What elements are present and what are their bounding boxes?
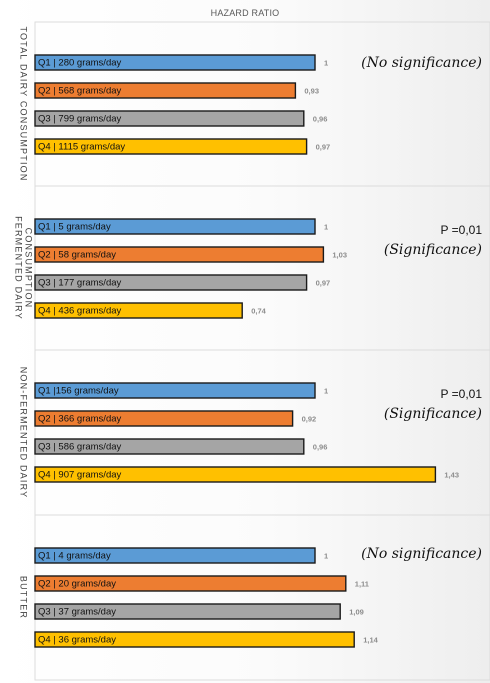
group-label: FERMENTED DAIRY [14,216,24,320]
bar-label: Q2 | 366 grams/day [38,414,122,425]
bar-label: Q1 | 5 grams/day [38,222,111,233]
bar-label: Q4 | 907 grams/day [38,470,122,481]
data-label: 1 [324,58,328,67]
group-panel [34,21,490,187]
bar-label: Q4 | 36 grams/day [38,635,116,646]
data-label: 1,14 [363,635,378,644]
group-panel [34,349,490,516]
bar-label: Q1 | 280 grams/day [38,58,122,69]
bar-label: Q2 | 20 grams/day [38,579,116,590]
bar-q4 [34,138,308,155]
data-label: 0,92 [302,414,317,423]
group-label: NON-FERMENTED DAIRY [19,367,29,499]
bar-q1 [34,54,316,71]
data-label: 1 [324,551,328,560]
p-value-note: P =0,01 [441,387,483,401]
bar-q1 [34,218,316,235]
data-label: 1,03 [332,250,347,259]
bar-q3 [34,274,308,291]
bar-q1 [34,382,316,399]
data-label: 0,96 [313,114,328,123]
group-panel [34,514,490,681]
chart-title: HAZARD RATIO [210,8,280,18]
bar-label: Q3 | 586 grams/day [38,442,122,453]
bar-q4 [34,302,243,319]
bar-q2 [34,82,297,99]
bar-q2 [34,246,325,263]
bar-label: Q1 | 4 grams/day [38,551,111,562]
group-label: CONSUMPTION [24,228,34,309]
data-label: 1 [324,386,328,395]
data-label: 1,11 [355,579,369,588]
significance-note: (Significance) [384,406,482,422]
bar-q2 [34,410,294,427]
significance-note: (No significance) [361,546,482,562]
bar-label: Q4 | 1115 grams/day [38,142,125,153]
bar-q2 [34,575,347,592]
data-label: 0,96 [313,442,328,451]
bar-label: Q4 | 436 grams/day [38,306,122,317]
data-label: 1,09 [349,607,364,616]
bar-label: Q2 | 58 grams/day [38,250,116,261]
bar-label: Q1 |156 grams/day [38,386,119,397]
group-label: TOTAL DAIRY CONSUMPTION [19,26,29,181]
significance-note: (Significance) [384,242,482,258]
bar-q3 [34,438,305,455]
bar-label: Q3 | 177 grams/day [38,278,122,289]
data-label: 1 [324,222,328,231]
data-label: 1,43 [444,470,459,479]
data-label: 0,97 [316,142,331,151]
bar-q3 [34,603,341,620]
bar-q1 [34,547,316,564]
bar-q3 [34,110,305,127]
bar-label: Q2 | 568 grams/day [38,86,122,97]
group-label: BUTTER [19,576,29,619]
bar-label: Q3 | 799 grams/day [38,114,122,125]
significance-note: (No significance) [361,55,482,71]
data-label: 0,93 [304,86,319,95]
bar-q4 [34,631,355,648]
bar-q4 [34,466,437,483]
p-value-note: P =0,01 [441,223,483,237]
data-label: 0,97 [316,278,331,287]
group-panel [34,185,490,351]
bar-label: Q3 | 37 grams/day [38,607,116,618]
data-label: 0,74 [251,306,266,315]
